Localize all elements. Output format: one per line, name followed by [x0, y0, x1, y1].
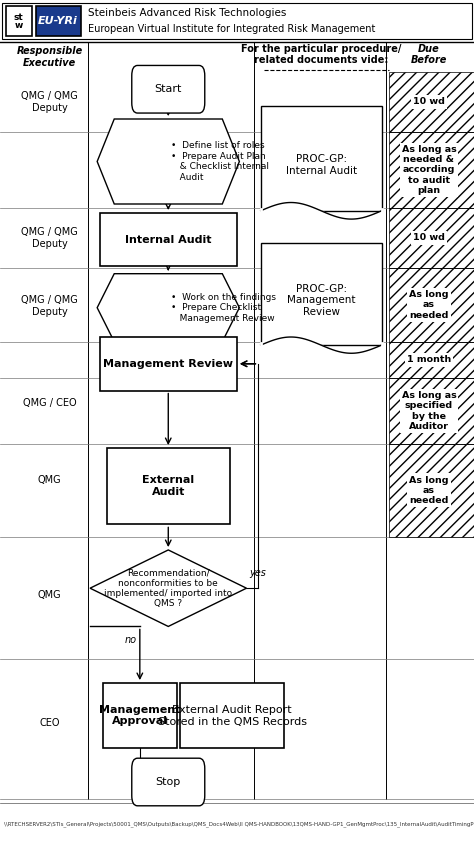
Bar	[389, 132, 474, 208]
Bar	[389, 444, 474, 537]
Text: •  Define list of roles
•  Prepare Audit Plan
   & Checklist Internal
   Audit: • Define list of roles • Prepare Audit P…	[171, 141, 269, 182]
Bar	[103, 683, 176, 749]
Text: Steinbeis Advanced Risk Technologies: Steinbeis Advanced Risk Technologies	[88, 8, 286, 19]
Bar	[180, 683, 284, 749]
Text: PROC-GP:
Management
Review: PROC-GP: Management Review	[287, 284, 356, 317]
Text: w: w	[14, 21, 23, 31]
Bar	[107, 448, 230, 524]
Text: For the particular procedure/
related documents vide:: For the particular procedure/ related do…	[241, 43, 401, 65]
Text: External Audit Report
Stored in the QMS Records: External Audit Report Stored in the QMS …	[158, 705, 307, 727]
Text: As long
as
needed: As long as needed	[409, 475, 449, 506]
Text: As long as
needed &
according
to audit
plan: As long as needed & according to audit p…	[401, 144, 456, 196]
Text: External
Audit: External Audit	[142, 475, 194, 497]
Text: Responsible
Executive: Responsible Executive	[17, 46, 83, 68]
Polygon shape	[97, 274, 239, 342]
Text: Internal Audit: Internal Audit	[125, 235, 211, 245]
Text: •  Work on the findings
•  Prepare Checklist
   Management Review: • Work on the findings • Prepare Checkli…	[171, 292, 276, 323]
Text: 10 wd: 10 wd	[413, 98, 445, 106]
Bar	[100, 213, 237, 267]
Bar	[100, 337, 237, 391]
Text: yes: yes	[249, 568, 266, 578]
Text: 10 wd: 10 wd	[413, 234, 445, 242]
Bar	[389, 208, 474, 268]
Text: As long as
specified
by the
Auditor: As long as specified by the Auditor	[401, 391, 456, 431]
Bar	[261, 106, 382, 211]
Bar	[36, 6, 81, 36]
Text: 1 month: 1 month	[407, 355, 451, 365]
Text: QMG / QMG
Deputy: QMG / QMG Deputy	[21, 227, 78, 249]
Bar	[2, 3, 472, 39]
Text: QMG / QMG
Deputy: QMG / QMG Deputy	[21, 295, 78, 317]
Bar	[0, 0, 474, 42]
Text: Start: Start	[155, 84, 182, 94]
Text: QMG / QMG
Deputy: QMG / QMG Deputy	[21, 91, 78, 113]
Text: st: st	[14, 13, 23, 22]
Polygon shape	[90, 550, 246, 626]
Text: As long
as
needed: As long as needed	[409, 290, 449, 320]
Text: Due
Before: Due Before	[411, 43, 447, 65]
Bar	[6, 6, 32, 36]
Text: QMG: QMG	[38, 590, 62, 600]
Text: Management Review: Management Review	[103, 359, 233, 369]
Text: QMG / CEO: QMG / CEO	[23, 398, 77, 408]
Text: PROC-GP:
Internal Audit: PROC-GP: Internal Audit	[285, 154, 357, 176]
Bar	[261, 243, 382, 345]
Bar	[389, 72, 474, 132]
Text: EU-YRi: EU-YRi	[38, 16, 78, 26]
Text: Management
Approval: Management Approval	[99, 705, 181, 727]
Bar	[389, 342, 474, 378]
FancyBboxPatch shape	[132, 758, 205, 806]
Text: \\RTECHSERVER2\STIs_General\Projects\50001_QMS\Outputs\Backup\QMS_Docs4Web\II QM: \\RTECHSERVER2\STIs_General\Projects\500…	[4, 822, 474, 827]
Bar	[389, 268, 474, 342]
Text: no: no	[124, 635, 137, 645]
Polygon shape	[97, 119, 239, 204]
Text: European Virtual Institute for Integrated Risk Management: European Virtual Institute for Integrate…	[88, 24, 375, 34]
Text: CEO: CEO	[39, 717, 60, 728]
Text: QMG: QMG	[38, 475, 62, 485]
FancyBboxPatch shape	[132, 65, 205, 113]
Text: Stop: Stop	[155, 777, 181, 787]
Text: Recommendation/
nonconformities to be
implemented/ imported into
QMS ?: Recommendation/ nonconformities to be im…	[104, 568, 232, 609]
Bar	[389, 378, 474, 444]
